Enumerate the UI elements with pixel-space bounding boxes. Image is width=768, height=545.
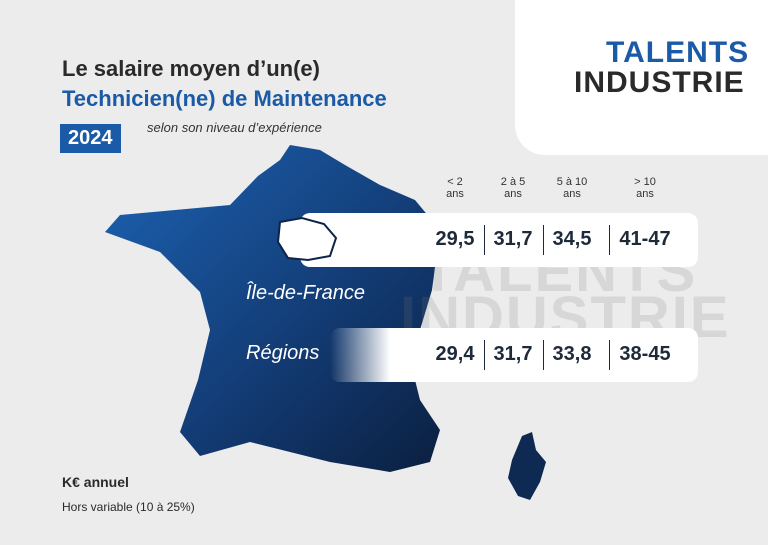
cell-value: 31,7 [493, 343, 533, 365]
logo-panel [515, 0, 768, 155]
cell-separator [542, 340, 544, 370]
row-label: Île-de-France [246, 282, 365, 304]
logo-line2: INDUSTRIE [574, 66, 745, 99]
cell-value: 31,7 [493, 228, 533, 250]
cell-value: 34,5 [552, 228, 592, 250]
column-header: 2 à 5 ans [500, 176, 526, 200]
cell-value: 38-45 [619, 343, 671, 365]
france-shape [105, 145, 440, 472]
column-header: 5 à 10 ans [556, 176, 588, 200]
year-badge: 2024 [60, 124, 121, 153]
cell-value: 29,4 [435, 343, 475, 365]
column-header: > 10 ans [634, 176, 656, 200]
row-label: Régions [246, 342, 320, 364]
row-bar [300, 213, 698, 267]
title-line1: Le salaire moyen d’un(e) [62, 56, 320, 81]
cell-separator [484, 225, 485, 255]
title-line2: Technicien(ne) de Maintenance [62, 86, 387, 111]
column-header: < 2 ans [446, 176, 464, 200]
note: Hors variable (10 à 25%) [62, 500, 195, 514]
cell-separator [484, 340, 485, 370]
cell-separator [608, 225, 610, 255]
corsica-shape [508, 432, 546, 500]
unit: K€ annuel [62, 474, 129, 490]
row-bar [330, 328, 698, 382]
cell-value: 29,5 [435, 228, 475, 250]
cell-value: 33,8 [552, 343, 592, 365]
cell-separator [608, 340, 610, 370]
cell-value: 41-47 [619, 228, 671, 250]
subtitle: selon son niveau d’expérience [147, 120, 322, 135]
idf-shape [276, 216, 338, 262]
cell-separator [542, 225, 544, 255]
logo-line1: TALENTS [606, 36, 750, 69]
idf-icon [276, 216, 338, 262]
